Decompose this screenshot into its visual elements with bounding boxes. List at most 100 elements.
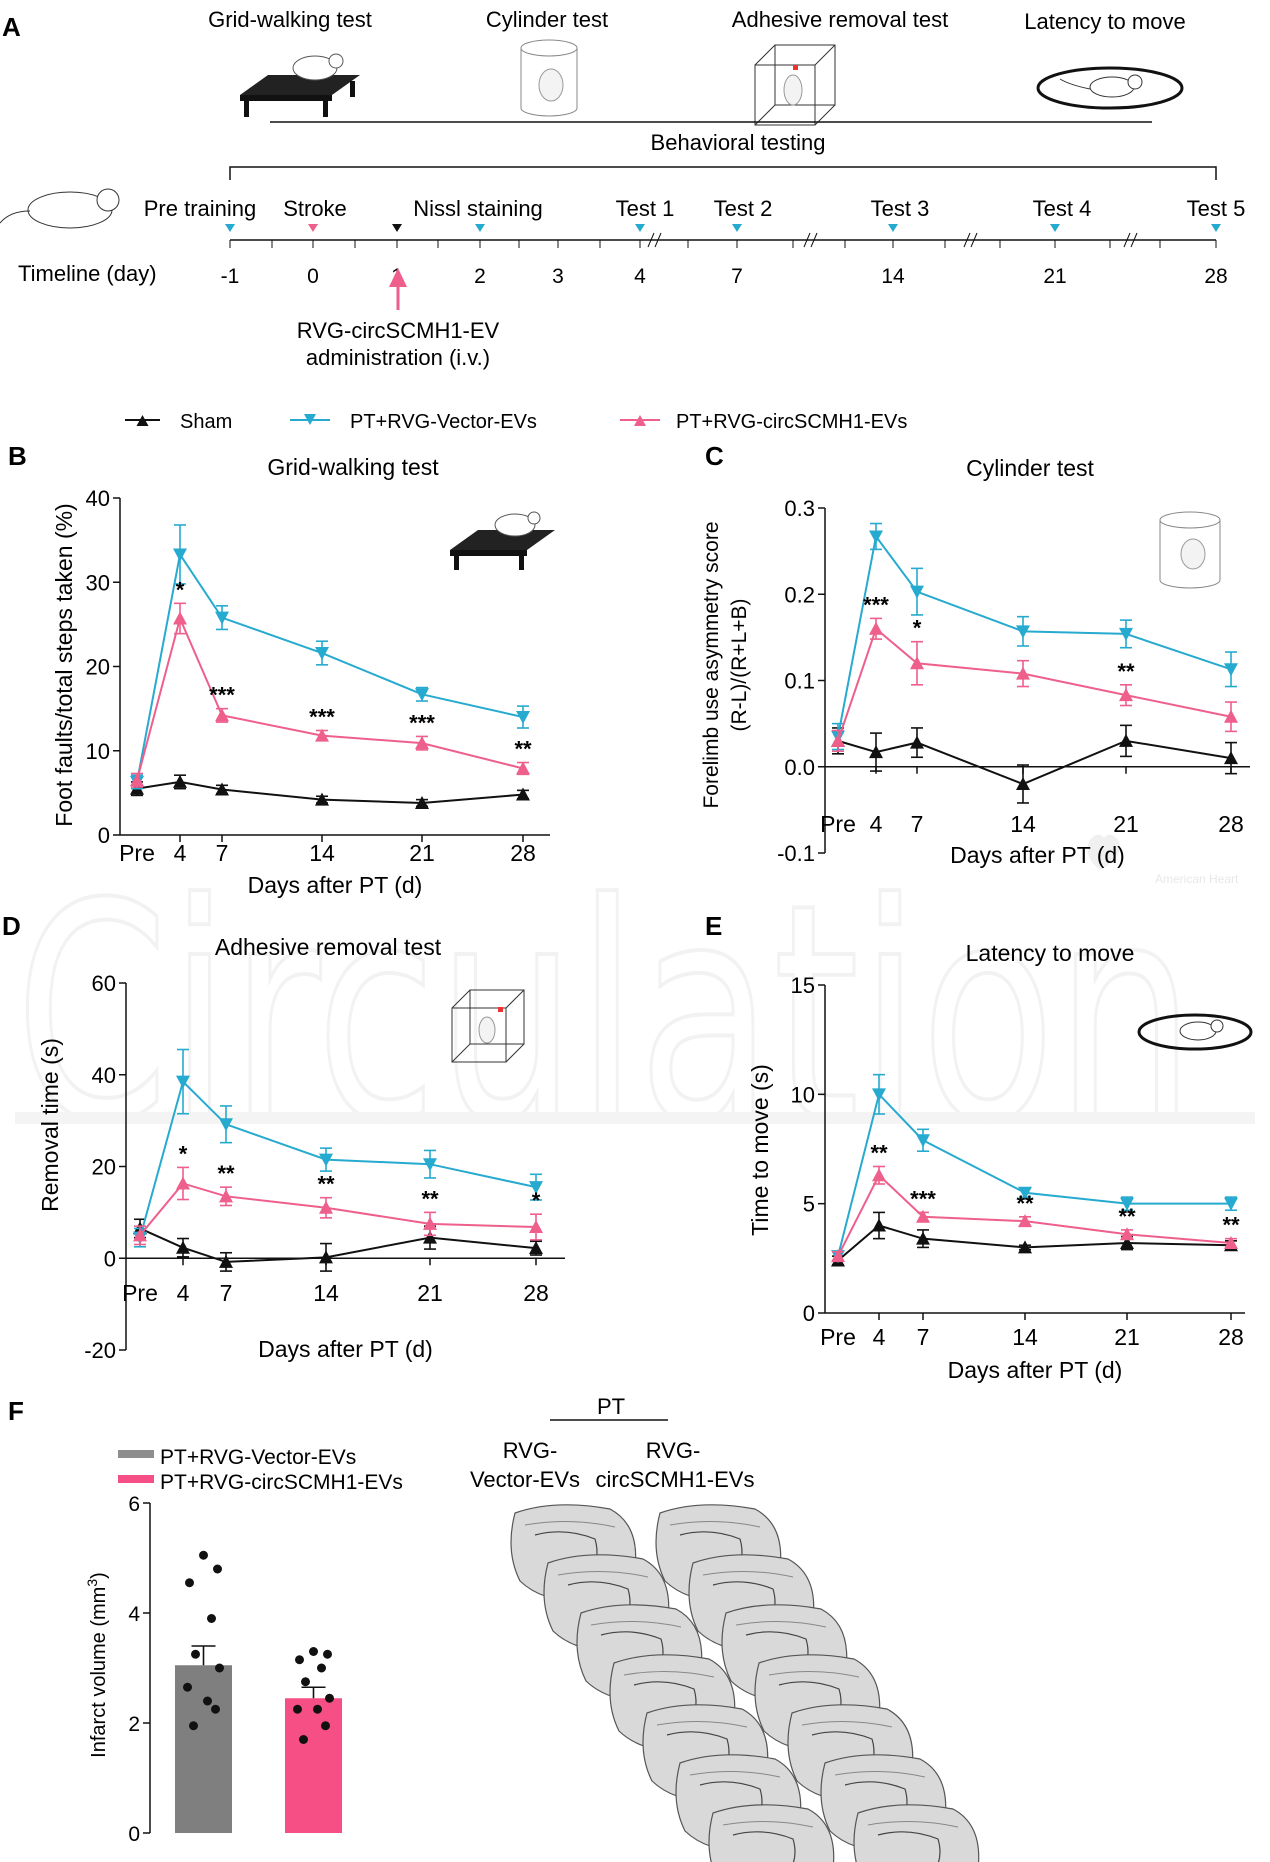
y-tick-label: 0	[98, 823, 110, 848]
x-axis-label: Days after PT (d)	[950, 842, 1125, 868]
y-tick-label: 4	[128, 1603, 140, 1626]
data-point-vector	[315, 647, 329, 661]
brain-section	[708, 1804, 835, 1862]
data-point-vector	[423, 1158, 437, 1172]
column-label-vector-2: Vector-EVs	[470, 1467, 580, 1492]
significance-marker: *	[913, 616, 922, 641]
data-point-circ	[219, 1189, 233, 1203]
significance-marker: **	[870, 1140, 888, 1165]
timeline-marker	[225, 224, 235, 232]
y-tick-label: 30	[86, 570, 110, 595]
timeline-day-label: 3	[552, 265, 564, 288]
brain-section-structure	[732, 1831, 796, 1862]
x-tick-label: 7	[216, 840, 229, 866]
data-point-circ	[831, 1249, 845, 1263]
axis-break-mark	[1123, 232, 1131, 248]
significance-marker: ***	[409, 710, 435, 735]
significance-marker: **	[514, 737, 532, 762]
y-axis-label-main: Infarct volume (mm	[88, 1587, 110, 1758]
data-point-circ	[176, 1176, 190, 1190]
brain-section-cortex	[768, 1670, 860, 1678]
y-tick-label: 0	[803, 1301, 815, 1326]
data-point-circ	[1119, 688, 1133, 702]
timeline-marker	[308, 224, 318, 232]
brain-section-cortex	[590, 1620, 682, 1628]
data-dot-vector	[199, 1550, 208, 1560]
timeline-day-label: 21	[1043, 265, 1066, 288]
brain-section-cortex	[689, 1770, 781, 1778]
data-point-vector	[529, 1181, 543, 1195]
data-dot-vector	[211, 1704, 220, 1714]
axis-break-mark	[654, 232, 662, 248]
timeline-marker	[732, 224, 742, 232]
data-point-sham	[1120, 1236, 1134, 1250]
significance-marker: *	[176, 577, 185, 602]
bar-circ	[285, 1698, 342, 1833]
cylinder-test-icon	[520, 39, 578, 117]
data-point-sham	[872, 1218, 886, 1232]
significance-marker: **	[421, 1186, 439, 1211]
y-tick-label: 40	[86, 486, 110, 511]
data-point-sham	[215, 782, 229, 796]
significance-marker: ***	[863, 592, 889, 617]
brain-section-cortex	[834, 1770, 926, 1778]
series-line-vector	[837, 1092, 1231, 1257]
data-point-vector	[1224, 1197, 1238, 1211]
y-tick-label: 0.2	[784, 582, 815, 607]
admin-label-line1: RVG-circSCMH1-EV	[297, 318, 500, 343]
data-dot-vector	[213, 1564, 222, 1574]
test-title-cylinder: Cylinder test	[486, 7, 608, 32]
significance-marker: **	[1117, 659, 1135, 684]
panel-letter-d: D	[2, 911, 21, 941]
behavioral-testing-label: Behavioral testing	[651, 130, 826, 155]
test-title-latency: Latency to move	[1024, 9, 1185, 34]
brain-section-cortex	[801, 1720, 893, 1728]
x-tick-label: 21	[1114, 1324, 1140, 1350]
y-tick-label: 10	[86, 739, 110, 764]
data-point-circ	[869, 621, 883, 635]
x-tick-label: 7	[917, 1324, 930, 1350]
data-point-sham	[516, 787, 530, 801]
significance-marker: ***	[309, 705, 335, 730]
axis-break-mark	[810, 232, 818, 248]
data-dot-circ	[323, 1649, 332, 1659]
data-dot-circ	[325, 1693, 334, 1703]
timeline-day-label: 0	[307, 265, 319, 288]
brain-section-cortex	[669, 1520, 761, 1528]
data-point-circ	[872, 1168, 886, 1182]
chart-title: Grid-walking test	[267, 454, 439, 480]
test-title-adhesive: Adhesive removal test	[732, 7, 948, 32]
axis-break-mark	[963, 232, 971, 248]
data-dot-circ	[295, 1655, 304, 1665]
adhesive-removal-box-icon	[754, 44, 836, 126]
data-dot-vector	[185, 1578, 194, 1588]
legend-label-vector: PT+RVG-Vector-EVs	[350, 411, 537, 433]
axis-break-mark	[970, 232, 978, 248]
axis-break-mark	[647, 232, 655, 248]
data-point-circ	[910, 656, 924, 670]
y-tick-label: 0	[128, 1823, 140, 1846]
legend-item-vector: PT+RVG-Vector-EVs	[290, 411, 537, 433]
data-dot-circ	[293, 1704, 302, 1714]
data-point-vector	[1119, 627, 1133, 641]
series-line-circ	[136, 615, 524, 781]
mouse-icon	[0, 188, 120, 229]
y-tick-label: -0.1	[777, 841, 815, 866]
chart-title: Adhesive removal test	[215, 934, 442, 960]
timeline-marker	[1050, 224, 1060, 232]
panel-letter-e: E	[705, 911, 722, 941]
legend: Sham PT+RVG-Vector-EVs PT+RVG-circSCMH1-…	[125, 411, 907, 433]
x-tick-label: 4	[870, 811, 883, 837]
test-title-grid: Grid-walking test	[208, 7, 372, 32]
significance-marker: *	[179, 1141, 188, 1166]
data-point-circ	[315, 728, 329, 742]
brain-section-cortex	[735, 1620, 827, 1628]
cylinder-test-icon	[1159, 511, 1221, 589]
data-point-vector	[176, 1075, 190, 1089]
latency-to-move-icon	[1137, 1013, 1253, 1051]
timeline-marker	[392, 224, 402, 232]
data-point-vector	[872, 1088, 886, 1102]
data-point-sham	[1018, 1240, 1032, 1254]
